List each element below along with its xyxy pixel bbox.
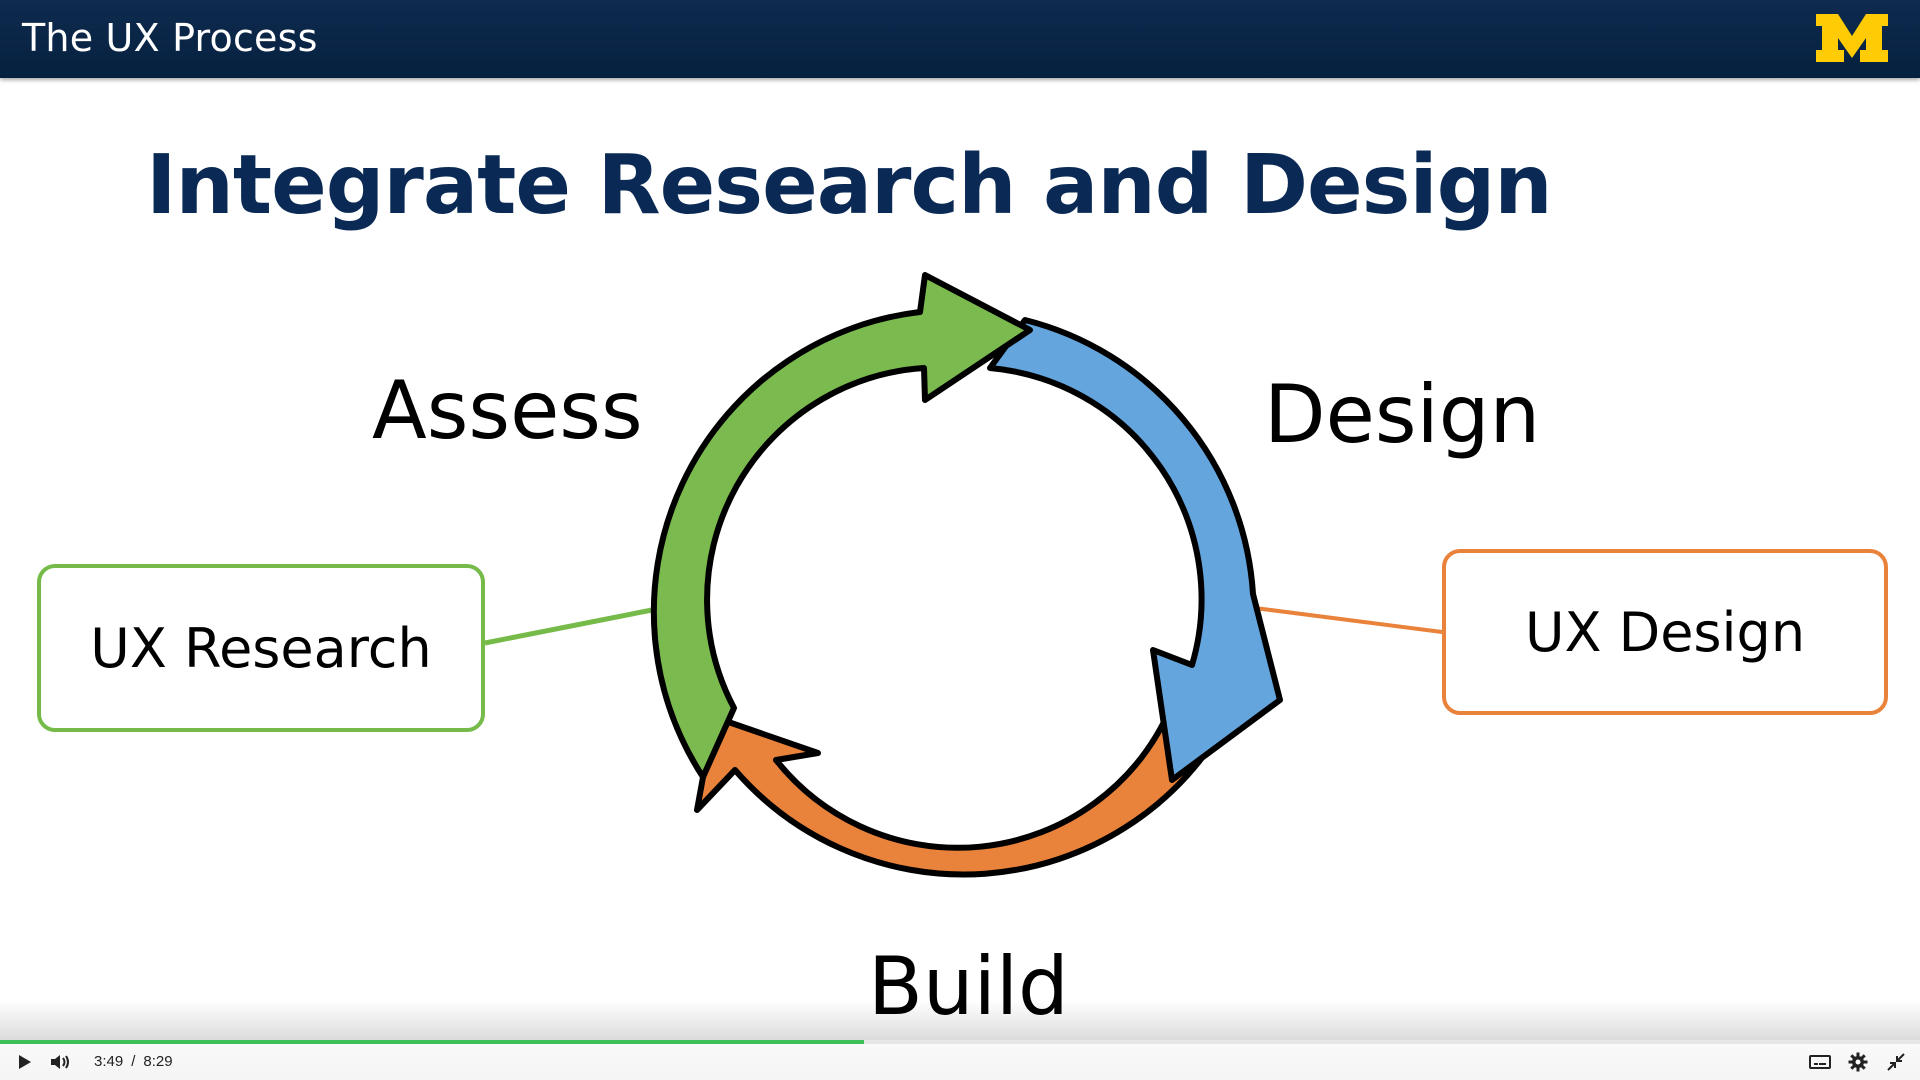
time-display: 3:49 / 8:29 xyxy=(94,1053,173,1070)
captions-icon xyxy=(1809,1055,1831,1069)
current-time: 3:49 xyxy=(94,1053,124,1070)
duration: 8:29 xyxy=(143,1053,173,1070)
volume-button[interactable] xyxy=(46,1048,74,1076)
phase-label-design: Design xyxy=(1264,368,1541,461)
header-title: The UX Process xyxy=(22,16,318,60)
play-button[interactable] xyxy=(10,1048,38,1076)
build-arrow xyxy=(694,714,1221,878)
play-icon xyxy=(19,1055,31,1069)
time-separator: / xyxy=(131,1053,136,1070)
header-bar: The UX Process xyxy=(0,0,1920,78)
university-logo xyxy=(1816,14,1888,62)
exit-fullscreen-button[interactable] xyxy=(1882,1048,1910,1076)
phase-label-assess: Assess xyxy=(372,364,643,457)
ux-research-box: UX Research xyxy=(37,564,485,732)
slide-title: Integrate Research and Design xyxy=(146,138,1553,233)
progress-bar[interactable] xyxy=(0,1040,1920,1044)
progress-fill xyxy=(0,1040,864,1044)
phase-label-build: Build xyxy=(868,940,1069,1033)
captions-button[interactable] xyxy=(1806,1048,1834,1076)
design-connector-line xyxy=(1254,606,1443,634)
settings-button[interactable] xyxy=(1844,1048,1872,1076)
design-arrow xyxy=(987,317,1283,783)
video-control-bar: 3:49 / 8:29 xyxy=(0,1044,1920,1080)
volume-icon xyxy=(51,1055,69,1069)
ux-design-box: UX Design xyxy=(1442,549,1888,715)
research-connector-line xyxy=(484,607,653,646)
assess-arrow xyxy=(650,272,1033,780)
exit-fullscreen-icon xyxy=(1887,1053,1905,1071)
settings-gear-icon xyxy=(1848,1052,1868,1072)
